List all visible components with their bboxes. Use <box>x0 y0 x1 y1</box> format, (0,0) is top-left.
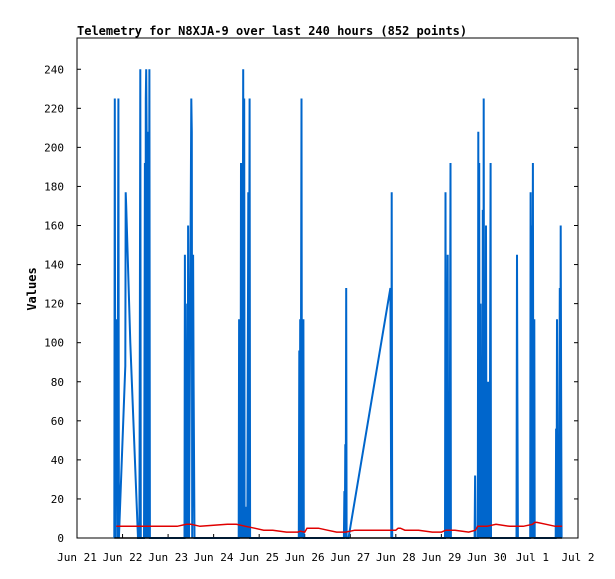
x-tick-label: Jun 25 <box>239 551 279 564</box>
x-tick-label: Jun 29 <box>421 551 461 564</box>
y-tick-label: 0 <box>57 532 64 545</box>
y-tick-label: 40 <box>51 454 64 467</box>
x-tick-label: Jun 27 <box>330 551 370 564</box>
y-tick-label: 220 <box>44 102 64 115</box>
x-tick-label: Jun 22 <box>103 551 143 564</box>
y-axis-ticks: 0 20 40 60 80 100 120 140 160 180 200 220 240 <box>44 63 578 545</box>
x-tick-label: Jun 26 <box>285 551 325 564</box>
x-tick-label: Jun 24 <box>194 551 234 564</box>
y-tick-label: 120 <box>44 298 64 311</box>
series-layer <box>113 69 563 539</box>
x-tick-label: Jul 2 <box>561 551 594 564</box>
y-tick-label: 140 <box>44 259 64 272</box>
y-tick-label: 80 <box>51 376 64 389</box>
series-line-0 <box>113 69 563 539</box>
chart-title: Telemetry for N8XJA-9 over last 240 hour… <box>77 24 467 38</box>
y-tick-label: 60 <box>51 415 64 428</box>
x-tick-label: Jul 1 <box>516 551 549 564</box>
y-tick-label: 180 <box>44 180 64 193</box>
x-tick-label: Jun 28 <box>376 551 416 564</box>
y-axis-label: Values <box>25 267 39 310</box>
series-line-1 <box>116 521 563 533</box>
y-tick-label: 160 <box>44 220 64 233</box>
x-tick-label: Jun 23 <box>148 551 188 564</box>
y-tick-label: 240 <box>44 63 64 76</box>
x-tick-label: Jun 21 <box>57 551 97 564</box>
plot-frame <box>76 37 579 539</box>
y-tick-label: 200 <box>44 141 64 154</box>
y-tick-label: 20 <box>51 493 64 506</box>
x-axis-ticks: Jun 21 Jun 22 Jun 23 Jun 24 Jun 25 Jun 26 Jun … <box>57 534 595 564</box>
x-tick-label: Jun 30 <box>467 551 507 564</box>
y-tick-label: 100 <box>44 337 64 350</box>
